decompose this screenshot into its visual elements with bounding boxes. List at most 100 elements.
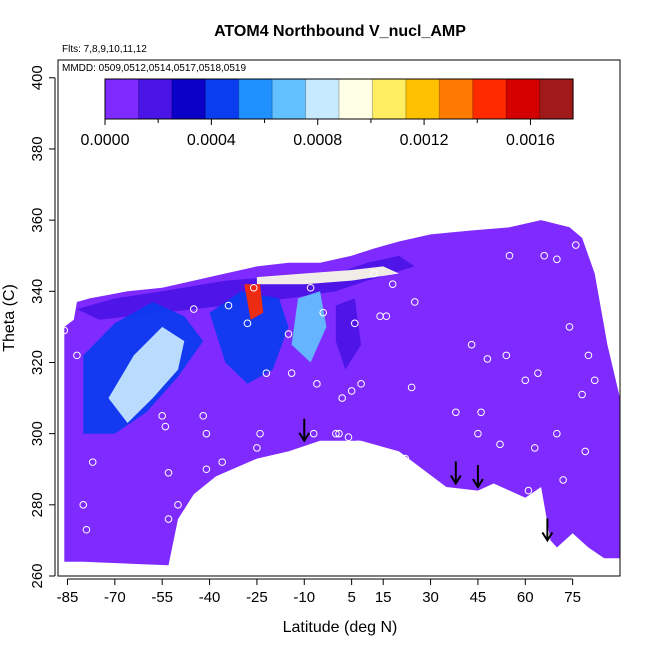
colorbar-tick-label: 0.0012: [400, 132, 449, 149]
data-point: [584, 351, 593, 360]
colorbar-tick-label: 0.0016: [506, 132, 555, 149]
arrow-markers: [298, 418, 554, 543]
data-points: [60, 216, 599, 563]
data-point: [388, 280, 397, 288]
data-point: [407, 383, 416, 392]
data-point: [350, 319, 359, 328]
data-point: [335, 429, 343, 438]
y-tick-label: 400: [29, 65, 46, 90]
data-point: [540, 251, 549, 260]
x-tick-label: 15: [375, 589, 392, 606]
colorbar-segment: [439, 79, 474, 119]
data-point: [104, 276, 113, 285]
data-point: [174, 501, 182, 509]
x-tick-label: 45: [470, 589, 487, 606]
data-point: [505, 251, 514, 260]
data-point: [578, 390, 586, 399]
field-layer: [64, 220, 620, 566]
data-point: [164, 469, 173, 477]
field-feature: [291, 291, 327, 363]
data-point: [483, 355, 492, 363]
x-tick-label: -40: [199, 589, 221, 606]
y-tick-label: 260: [29, 563, 46, 588]
y-tick-label: 380: [29, 136, 46, 161]
data-point: [496, 440, 504, 449]
dates-note: MMDD: 0509,0512,0514,0517,0518,0519: [62, 63, 246, 74]
colorbar-segment: [305, 79, 340, 119]
y-tick-label: 280: [29, 492, 46, 517]
arrow-marker: [472, 465, 484, 489]
data-point: [357, 380, 365, 388]
colorbar-segment: [205, 79, 240, 119]
data-point: [382, 312, 391, 321]
colorbar-segment: [506, 79, 541, 119]
data-point: [477, 408, 485, 417]
x-tick-label: 60: [517, 589, 534, 606]
data-point: [313, 380, 321, 388]
y-axis-label: Theta (C): [1, 284, 18, 352]
x-axis: -85 -70 -55 -40 -25 -10 5 15 30 45 60 75: [57, 578, 581, 606]
colorbar-segment: [372, 79, 407, 119]
data-point: [202, 429, 211, 438]
data-point: [164, 515, 173, 523]
data-point: [158, 412, 166, 420]
y-tick-label: 340: [29, 279, 46, 304]
data-point: [474, 429, 482, 438]
plot-area: [60, 216, 620, 566]
colorbar-segment: [171, 79, 206, 119]
data-point: [262, 369, 271, 377]
field-feature: [256, 266, 399, 285]
data-point: [467, 340, 476, 349]
data-point: [319, 308, 328, 317]
colorbar-segment: [105, 79, 140, 119]
data-point: [218, 458, 226, 466]
data-point: [82, 525, 91, 534]
colorbar-tick-label: 0.0000: [81, 132, 130, 149]
colorbar-tick-label: 0.0008: [293, 132, 342, 149]
y-axis: 260 280 300 320 340 360 380 400: [29, 65, 56, 589]
data-point: [578, 547, 586, 555]
data-point: [581, 447, 590, 456]
data-point: [369, 269, 378, 278]
chart-title: ATOM4 Northbound V_nucl_AMP: [214, 23, 466, 40]
data-point: [161, 422, 170, 431]
y-tick-label: 320: [29, 350, 46, 375]
colorbar-segment: [272, 79, 307, 119]
x-tick-label: -85: [57, 589, 79, 606]
x-axis-label: Latitude (deg N): [283, 619, 398, 636]
data-point: [224, 301, 233, 310]
data-point: [284, 330, 293, 338]
colorbar-segment: [238, 79, 273, 119]
data-point: [502, 351, 511, 360]
data-point: [60, 326, 69, 335]
field-feature: [209, 291, 289, 384]
y-tick-label: 360: [29, 208, 46, 233]
data-point: [253, 444, 261, 452]
colorbar-segment: [405, 79, 440, 119]
data-point: [534, 369, 542, 377]
data-point: [338, 394, 346, 402]
colorbar-segment: [339, 79, 374, 119]
data-point: [354, 440, 362, 449]
data-point: [256, 429, 264, 438]
data-point: [344, 433, 353, 442]
data-point: [202, 465, 211, 474]
data-point: [385, 451, 394, 459]
data-point: [568, 216, 577, 224]
plot-frame: [57, 59, 621, 577]
x-tick-label: 75: [564, 589, 581, 606]
x-tick-label: 30: [422, 589, 439, 606]
x-tick-label: 5: [347, 589, 355, 606]
data-point: [401, 454, 410, 463]
arrow-marker: [449, 461, 462, 486]
data-point: [559, 476, 567, 484]
data-point: [243, 319, 252, 328]
data-point: [452, 408, 460, 417]
data-point: [309, 429, 318, 438]
x-tick-label: -55: [151, 589, 173, 606]
data-point: [73, 351, 81, 360]
colorbar-tick-label: 0.0004: [187, 132, 236, 149]
colorbar: 0.0000 0.0004 0.0008 0.0012 0.0016: [81, 78, 574, 149]
data-point: [521, 376, 530, 385]
